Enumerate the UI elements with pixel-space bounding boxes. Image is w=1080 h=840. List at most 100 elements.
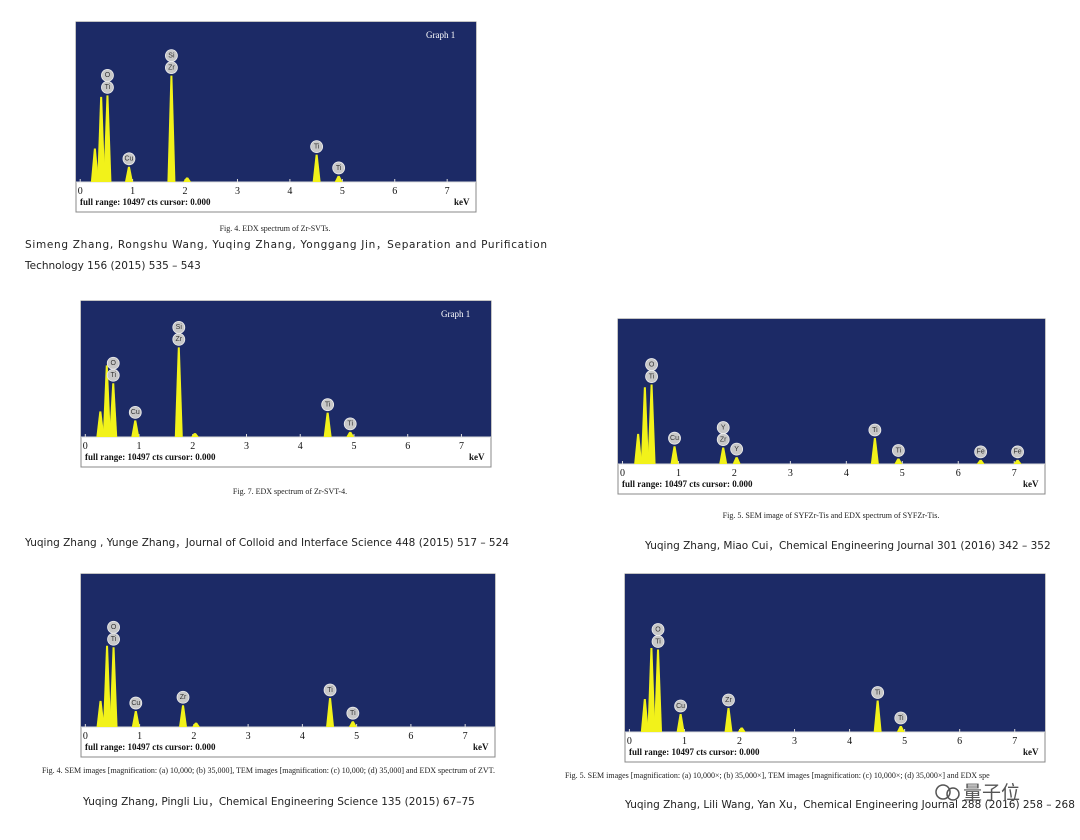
element-marker xyxy=(128,405,142,419)
unit: keV xyxy=(454,197,470,207)
peak xyxy=(724,708,733,732)
element-label: Y xyxy=(721,424,726,431)
footer: full range: 10497 cts cursor: 0.000 xyxy=(629,747,760,757)
peak xyxy=(124,166,133,182)
element-marker xyxy=(310,140,324,154)
footer: full range: 10497 cts cursor: 0.000 xyxy=(80,197,211,207)
x-tick-label: 5 xyxy=(902,736,907,747)
peak xyxy=(323,412,332,437)
element-label: Fe xyxy=(977,449,985,456)
element-marker xyxy=(868,423,882,437)
spectrum-panel: Graph 1 0 1 2 3 4 5 6 7 full range: 10497 cts cur… xyxy=(24,300,509,549)
x-tick-label: 0 xyxy=(83,731,88,742)
element-marker xyxy=(101,80,114,94)
x-tick-label: 2 xyxy=(191,731,196,742)
unit: keV xyxy=(1023,479,1039,489)
peak xyxy=(670,446,679,464)
element-label: Si xyxy=(168,52,175,59)
peak xyxy=(654,649,663,732)
graph-label: Graph 1 xyxy=(441,309,470,319)
element-marker xyxy=(176,690,190,704)
element-label: Cu xyxy=(676,703,685,710)
spectrum-panel: 0 1 2 3 4 5 6 7 full range: 10497 cts cursor: 0.… xyxy=(565,573,1075,811)
peak xyxy=(634,433,643,464)
element-marker xyxy=(122,152,136,166)
peak xyxy=(131,711,140,727)
x-tick-label: 4 xyxy=(287,186,292,197)
element-label: Zr xyxy=(175,336,182,343)
element-label: Ti xyxy=(872,427,878,434)
element-marker xyxy=(129,696,143,710)
x-tick-label: 3 xyxy=(244,441,249,452)
element-marker xyxy=(871,686,885,699)
peak xyxy=(719,447,728,464)
figure-caption: Fig. 4. SEM images [magnification: (a) 1… xyxy=(42,766,495,775)
peak xyxy=(647,648,656,732)
figure-caption: Fig. 4. EDX spectrum of Zr-SVTs. xyxy=(220,224,331,233)
element-label: Ti xyxy=(896,447,902,454)
element-label: Ti xyxy=(655,638,661,645)
x-tick-label: 7 xyxy=(1012,468,1017,479)
watermark-icon xyxy=(946,787,960,801)
watermark-text: 量子位 xyxy=(963,782,1020,804)
element-label: Zr xyxy=(180,694,187,701)
peak xyxy=(312,154,321,182)
x-tick-label: 1 xyxy=(137,441,142,452)
x-tick-label: 6 xyxy=(956,468,961,479)
element-label: Ti xyxy=(105,84,111,91)
figure-caption: Fig. 5. SEM image of SYFZr-Tis and EDX s… xyxy=(723,511,940,520)
element-label: Ti xyxy=(350,710,356,717)
element-marker xyxy=(343,417,357,431)
peak xyxy=(346,431,355,437)
element-label: Zr xyxy=(168,64,175,71)
peak xyxy=(192,722,201,727)
element-marker xyxy=(165,61,178,74)
footer: full range: 10497 cts cursor: 0.000 xyxy=(85,742,216,752)
x-tick-label: 3 xyxy=(246,731,251,742)
element-marker xyxy=(891,444,905,457)
peak xyxy=(103,95,112,182)
peak xyxy=(894,458,903,464)
element-marker xyxy=(346,706,360,720)
peak xyxy=(873,700,882,732)
peak xyxy=(90,148,99,182)
element-label: Fe xyxy=(1013,449,1021,456)
watermark: 量子位 xyxy=(935,782,1020,804)
peak xyxy=(174,347,183,437)
element-label: O xyxy=(111,360,117,367)
element-label: O xyxy=(649,361,655,368)
element-label: Zr xyxy=(720,436,727,443)
x-tick-label: 6 xyxy=(408,731,413,742)
element-label: Ti xyxy=(314,143,320,150)
x-tick-label: 4 xyxy=(298,441,303,452)
element-label: Ti xyxy=(111,636,117,643)
peak xyxy=(190,433,199,437)
peak xyxy=(109,383,118,437)
peak xyxy=(109,647,118,727)
x-tick-label: 1 xyxy=(130,186,135,197)
x-tick-label: 2 xyxy=(183,186,188,197)
peak xyxy=(334,175,343,182)
plot-area xyxy=(625,574,1045,732)
peak xyxy=(640,699,649,732)
x-tick-label: 7 xyxy=(459,441,464,452)
citation: Yuqing Zhang , Yunge Zhang，Journal of Co… xyxy=(24,537,509,549)
element-label: Zr xyxy=(725,697,732,704)
element-label: Ti xyxy=(649,373,655,380)
x-tick-label: 7 xyxy=(1012,736,1017,747)
x-tick-label: 1 xyxy=(676,468,681,479)
peak xyxy=(102,365,111,437)
element-label: O xyxy=(655,626,661,633)
element-marker xyxy=(668,431,681,445)
unit: keV xyxy=(473,742,489,752)
x-tick-label: 3 xyxy=(788,468,793,479)
peak xyxy=(737,727,746,732)
element-marker xyxy=(722,693,735,707)
peak xyxy=(732,457,741,464)
element-marker xyxy=(323,683,337,697)
x-tick-label: 6 xyxy=(405,441,410,452)
x-tick-label: 1 xyxy=(137,731,142,742)
element-marker xyxy=(107,632,120,646)
x-tick-label: 5 xyxy=(340,186,345,197)
